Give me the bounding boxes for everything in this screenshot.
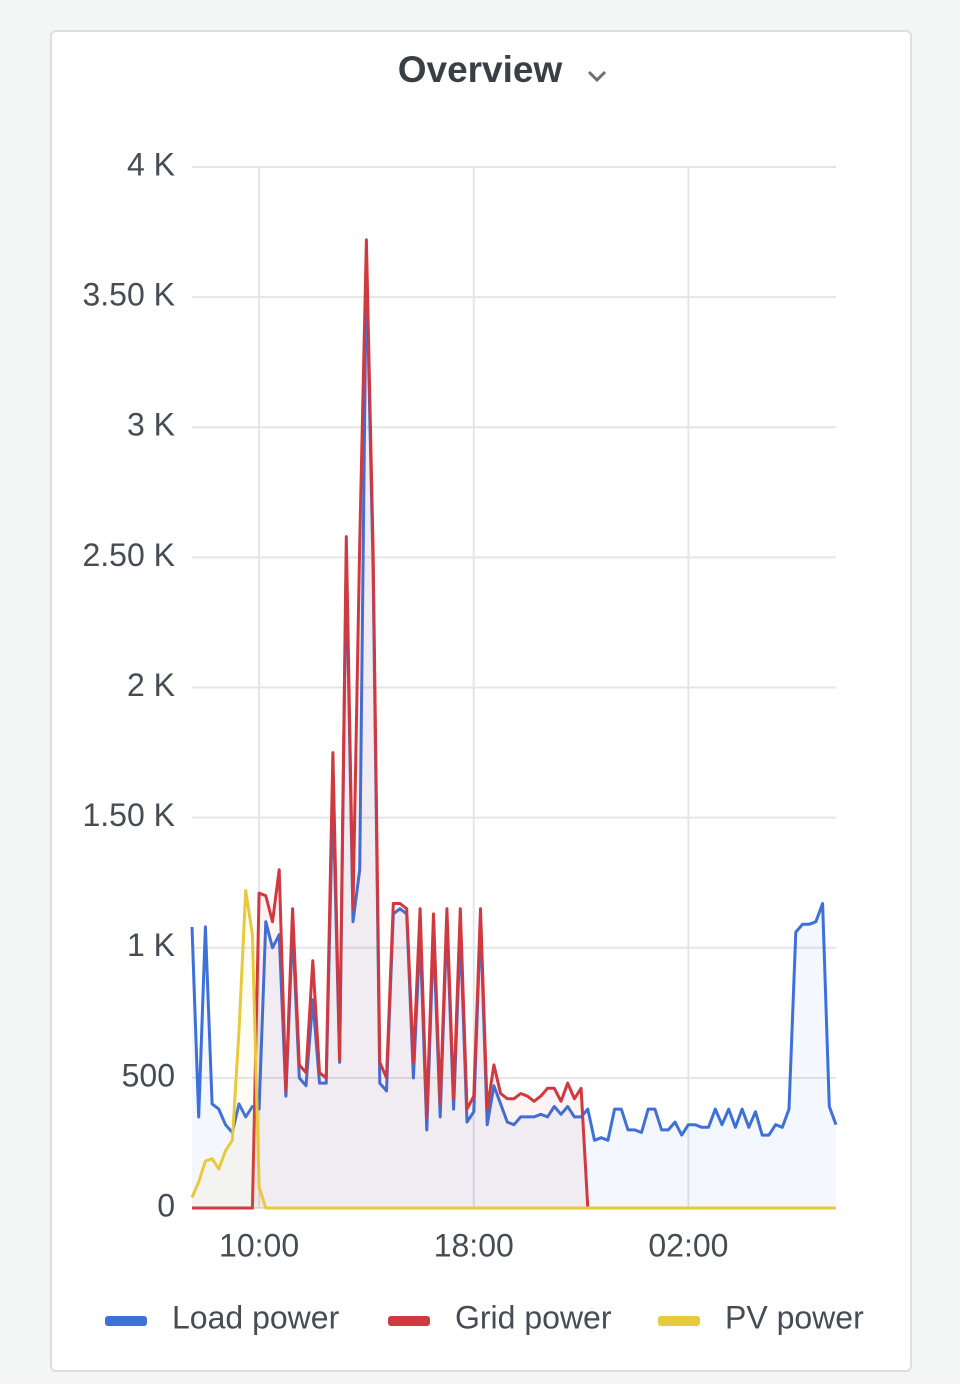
y-tick-label: 2.50 K bbox=[82, 537, 175, 573]
y-tick-label: 0 bbox=[157, 1187, 175, 1223]
legend-label[interactable]: PV power bbox=[725, 1299, 864, 1335]
x-tick-label: 18:00 bbox=[434, 1227, 514, 1263]
legend-swatch bbox=[105, 1316, 147, 1326]
panel bbox=[50, 30, 912, 1372]
x-tick-label: 10:00 bbox=[219, 1227, 299, 1263]
legend-swatch bbox=[388, 1316, 430, 1326]
legend-label[interactable]: Grid power bbox=[455, 1299, 612, 1335]
x-tick-label: 02:00 bbox=[648, 1227, 728, 1263]
series-line bbox=[190, 256, 838, 1142]
series-area bbox=[192, 890, 836, 1208]
title-chevron[interactable] bbox=[587, 70, 607, 83]
y-tick-label: 3 K bbox=[127, 407, 175, 443]
y-tick-label: 1.50 K bbox=[82, 797, 175, 833]
series-area bbox=[192, 239, 836, 1208]
y-tick-label: 3.50 K bbox=[82, 277, 175, 313]
y-tick-label: 2 K bbox=[127, 667, 175, 703]
legend-swatch bbox=[658, 1316, 700, 1326]
series-line bbox=[190, 889, 836, 1210]
chart-title[interactable]: Overview bbox=[398, 49, 563, 90]
legend-label[interactable]: Load power bbox=[172, 1299, 340, 1335]
y-tick-label: 500 bbox=[122, 1057, 175, 1093]
y-tick-label: 4 K bbox=[127, 146, 175, 182]
series-area bbox=[192, 258, 836, 1209]
y-tick-label: 1 K bbox=[127, 927, 175, 963]
